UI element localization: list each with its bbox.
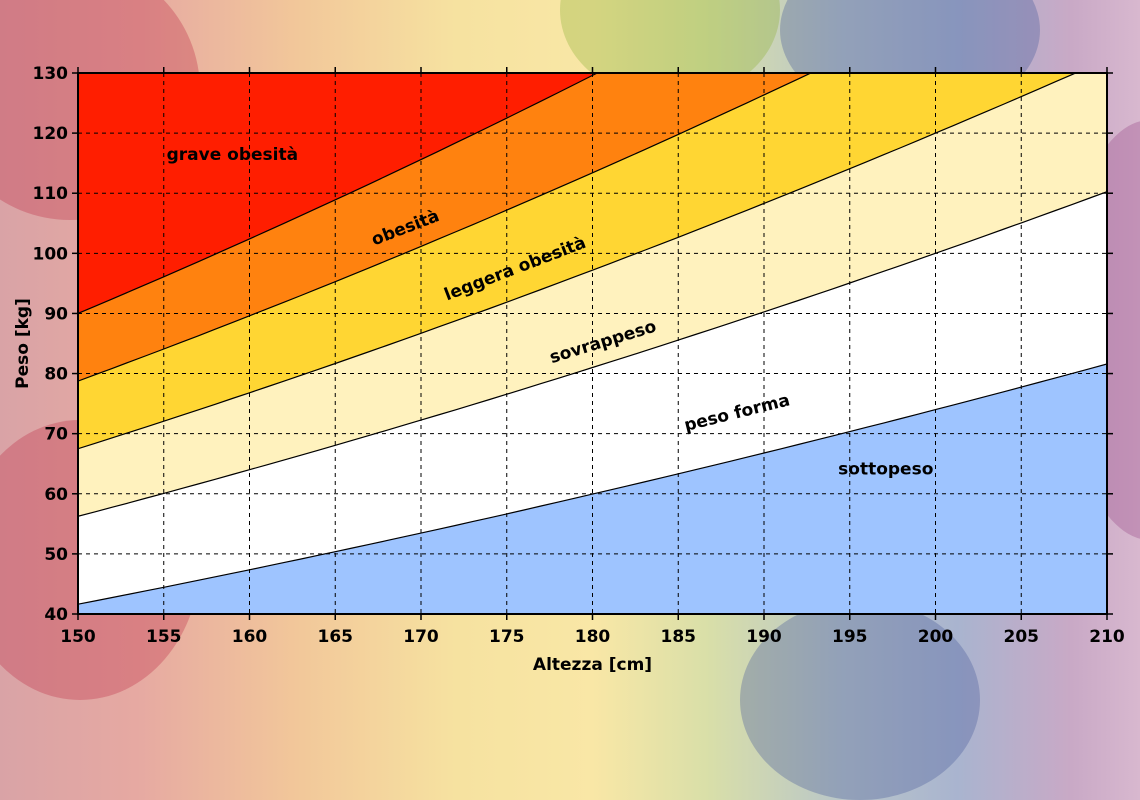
x-tick-label: 200 [918,627,954,647]
x-tick-label: 195 [832,627,868,647]
bmi-boundary-line [78,73,1078,450]
x-tick-label: 170 [403,627,439,647]
x-tick-label: 175 [489,627,525,647]
x-axis-title: Altezza [cm] [533,655,652,675]
x-tick-label: 160 [232,627,268,647]
x-tick-label: 210 [1089,627,1125,647]
y-tick-label: 50 [44,545,68,565]
x-tick-label: 180 [575,627,611,647]
bmi-boundary-line [78,73,813,382]
x-tick-label: 190 [746,627,782,647]
x-tick-label: 155 [146,627,182,647]
y-axis-title: Peso [kg] [13,298,33,389]
x-tick-label: 185 [661,627,697,647]
bmi-chart: 150 155 160 165 170 175 180 185 190 195 200 205 210 4… [13,64,1125,675]
bmi-zones [78,73,1107,614]
zone-label-sottopeso: sottopeso [838,460,933,480]
zone-sovrappeso [78,73,1107,517]
y-tick-label: 70 [44,425,68,445]
x-tick-label: 205 [1004,627,1040,647]
y-tick-label: 80 [44,365,68,385]
y-tick-label: 100 [33,244,69,264]
bmi-boundary-lines [78,73,1107,605]
y-tick-label: 90 [44,304,68,324]
bmi-boundary-line [78,73,599,314]
y-tick-label: 40 [44,605,68,625]
axis-ticks: 150 155 160 165 170 175 180 185 190 195 200 205 210 4… [33,64,1125,647]
x-tick-label: 165 [318,627,354,647]
zone-sottopeso [78,364,1107,614]
y-tick-label: 120 [33,124,69,144]
bmi-boundary-line [78,191,1107,517]
y-tick-label: 110 [33,184,69,204]
y-tick-label: 60 [44,485,68,505]
zone-label-grave-obesità: grave obesità [167,145,298,165]
bmi-boundary-line [78,363,1107,605]
zone-obesità [78,73,811,382]
zone-peso-forma [78,191,1107,605]
y-tick-label: 130 [33,64,69,84]
grid-lines [78,73,1107,614]
x-tick-label: 150 [60,627,96,647]
zone-leggera-obesità [78,73,1076,449]
